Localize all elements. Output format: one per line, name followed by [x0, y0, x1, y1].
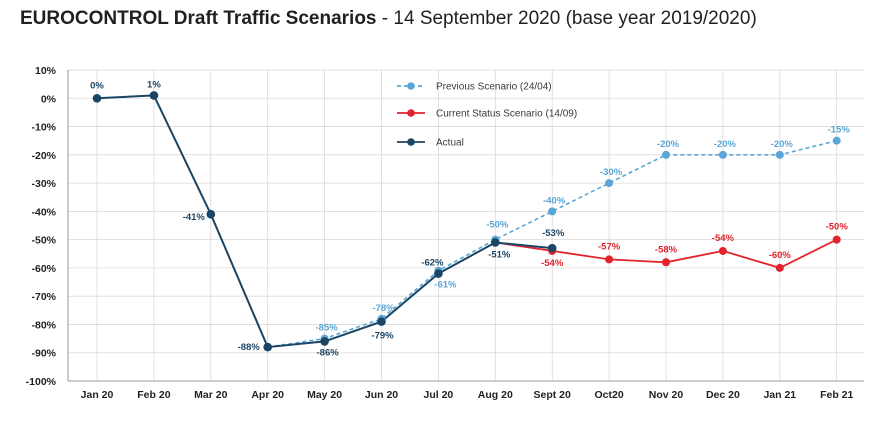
- x-tick-label: Jan 20: [81, 389, 114, 401]
- y-tick-label: 0%: [41, 93, 57, 105]
- actual-point: [263, 342, 273, 352]
- x-tick-label: Apr 20: [251, 389, 284, 401]
- current-scenario-label: -57%: [598, 241, 621, 252]
- actual-point: [92, 93, 102, 103]
- x-tick-label: Feb 20: [137, 389, 170, 401]
- chart-title-main: EUROCONTROL Draft Traffic Scenarios: [20, 8, 377, 29]
- previous-scenario-label: -40%: [543, 195, 566, 206]
- x-tick-label: Feb 21: [820, 389, 853, 401]
- actual-label: -62%: [421, 258, 444, 269]
- current-scenario-label: -50%: [826, 222, 849, 233]
- actual-label: -41%: [183, 212, 206, 223]
- previous-scenario-label: -20%: [714, 139, 737, 150]
- y-tick-label: -80%: [31, 319, 56, 331]
- previous-scenario-label: -30%: [600, 167, 623, 178]
- chart-title: EUROCONTROL Draft Traffic Scenarios - 14…: [20, 8, 757, 30]
- actual-point: [491, 238, 500, 247]
- legend-actual-marker: [407, 138, 415, 146]
- legend-previous-scenario-label: Previous Scenario (24/04): [436, 82, 552, 93]
- current-scenario-point: [832, 235, 841, 244]
- previous-scenario-point: [662, 150, 670, 159]
- x-tick-label: Dec 20: [706, 389, 740, 401]
- x-tick-label: Jul 20: [424, 389, 454, 401]
- current-scenario-label: -60%: [769, 250, 792, 261]
- actual-label: 1%: [147, 79, 161, 90]
- previous-scenario-label: -61%: [434, 280, 457, 291]
- current-scenario-point: [718, 246, 727, 255]
- x-tick-label: Jan 21: [763, 389, 796, 401]
- previous-scenario-point: [718, 150, 727, 159]
- y-tick-label: -10%: [31, 122, 56, 134]
- x-tick-label: Sept 20: [534, 389, 572, 401]
- y-tick-label: -20%: [31, 150, 56, 162]
- y-tick-label: 10%: [35, 65, 57, 77]
- actual-label: 0%: [90, 80, 104, 91]
- legend-actual-label: Actual: [436, 138, 464, 149]
- previous-scenario-label: -78%: [372, 303, 395, 314]
- previous-scenario-point: [548, 207, 557, 216]
- previous-scenario-label: -20%: [657, 139, 680, 150]
- actual-label: -53%: [542, 228, 565, 239]
- x-tick-label: Aug 20: [478, 389, 513, 401]
- previous-scenario-label: -85%: [316, 323, 339, 334]
- y-tick-label: -70%: [31, 291, 56, 303]
- x-tick-label: Oct20: [595, 389, 624, 401]
- actual-point: [547, 243, 557, 253]
- y-tick-label: -100%: [26, 376, 57, 388]
- legend-current-scenario-marker: [407, 109, 415, 117]
- chart-title-subtitle: - 14 September 2020 (base year 2019/2020…: [376, 8, 757, 29]
- previous-scenario-point: [605, 179, 614, 188]
- x-tick-label: Nov 20: [649, 389, 684, 401]
- legend-previous-scenario-marker: [407, 82, 415, 90]
- y-tick-label: -50%: [31, 235, 56, 247]
- actual-label: -51%: [488, 249, 511, 260]
- actual-label: -86%: [317, 347, 340, 358]
- y-tick-label: -40%: [31, 206, 56, 218]
- previous-scenario-label: -20%: [771, 139, 794, 150]
- previous-scenario-label: -50%: [486, 220, 509, 231]
- y-tick-label: -60%: [31, 263, 56, 275]
- current-scenario-label: -54%: [541, 258, 564, 269]
- current-scenario-point: [605, 255, 614, 264]
- previous-scenario-point: [832, 136, 841, 145]
- actual-point: [434, 269, 443, 278]
- actual-point: [149, 91, 159, 100]
- actual-point: [206, 209, 216, 219]
- actual-point: [377, 317, 386, 326]
- previous-scenario-label: -15%: [828, 125, 851, 136]
- current-scenario-point: [662, 258, 670, 267]
- x-tick-label: May 20: [307, 389, 342, 401]
- y-tick-label: -90%: [31, 348, 56, 360]
- actual-point: [320, 337, 329, 346]
- current-scenario-point: [775, 263, 784, 272]
- current-scenario-label: -58%: [655, 244, 678, 255]
- legend-current-scenario-label: Current Status Scenario (14/09): [436, 109, 577, 120]
- actual-label: -88%: [238, 342, 261, 353]
- previous-scenario-point: [775, 150, 784, 159]
- y-tick-label: -30%: [31, 178, 56, 190]
- x-tick-label: Jun 20: [365, 389, 398, 401]
- actual-label: -79%: [371, 331, 394, 342]
- x-tick-label: Mar 20: [194, 389, 227, 401]
- current-scenario-label: -54%: [712, 233, 735, 244]
